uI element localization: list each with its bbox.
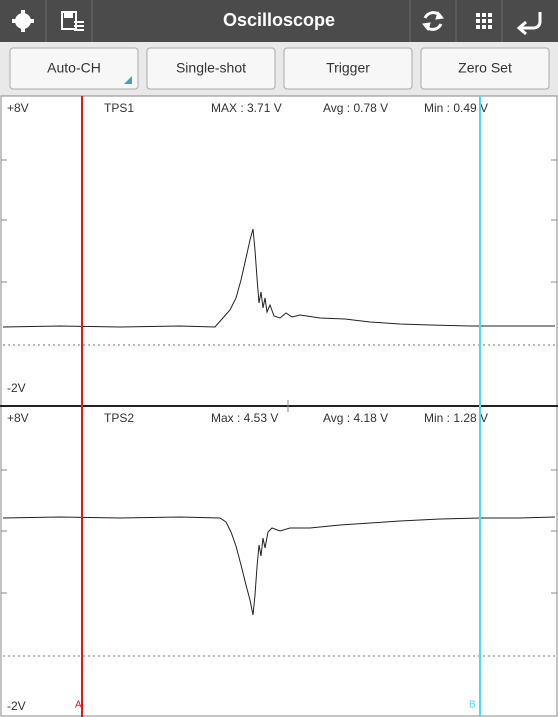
avg: Avg : 4.18 V <box>323 411 388 425</box>
button[interactable] <box>283 47 413 90</box>
waveform <box>2 228 555 328</box>
toolbar <box>0 0 558 42</box>
max: Max : 4.53 V <box>211 411 278 425</box>
max: MAX : 3.71 V <box>211 101 282 115</box>
grid-icon[interactable] <box>476 13 492 29</box>
save-icon[interactable] <box>61 11 84 31</box>
min: Min : 1.28 V <box>424 411 488 425</box>
button-label: Auto-CH <box>47 60 101 76</box>
avg: Avg : 0.78 V <box>323 101 388 115</box>
bottom-label: -2V <box>7 381 26 395</box>
name: TPS1 <box>104 101 134 115</box>
bottom-label: -2V <box>7 699 26 713</box>
button-label: Single-shot <box>176 60 246 76</box>
name: TPS2 <box>104 411 134 425</box>
refresh-icon[interactable] <box>422 10 444 32</box>
min: Min : 0.49 V <box>424 101 488 115</box>
button[interactable] <box>420 47 550 90</box>
left-ticks <box>1 159 557 594</box>
toolbar-dividers <box>45 0 503 42</box>
cursor-label: B <box>469 700 476 711</box>
button-label: Trigger <box>326 60 370 76</box>
app-title: Oscilloscope <box>223 10 335 30</box>
dropdown-corner <box>124 76 132 84</box>
settings-icon[interactable] <box>12 10 34 32</box>
button[interactable] <box>9 47 139 90</box>
cursor-label: A <box>75 700 82 711</box>
button-label: Zero Set <box>458 60 512 76</box>
waveform <box>2 516 556 616</box>
top-label: +8V <box>7 411 29 425</box>
button[interactable] <box>146 47 276 90</box>
back-icon[interactable] <box>516 12 542 36</box>
top-label: +8V <box>7 101 29 115</box>
